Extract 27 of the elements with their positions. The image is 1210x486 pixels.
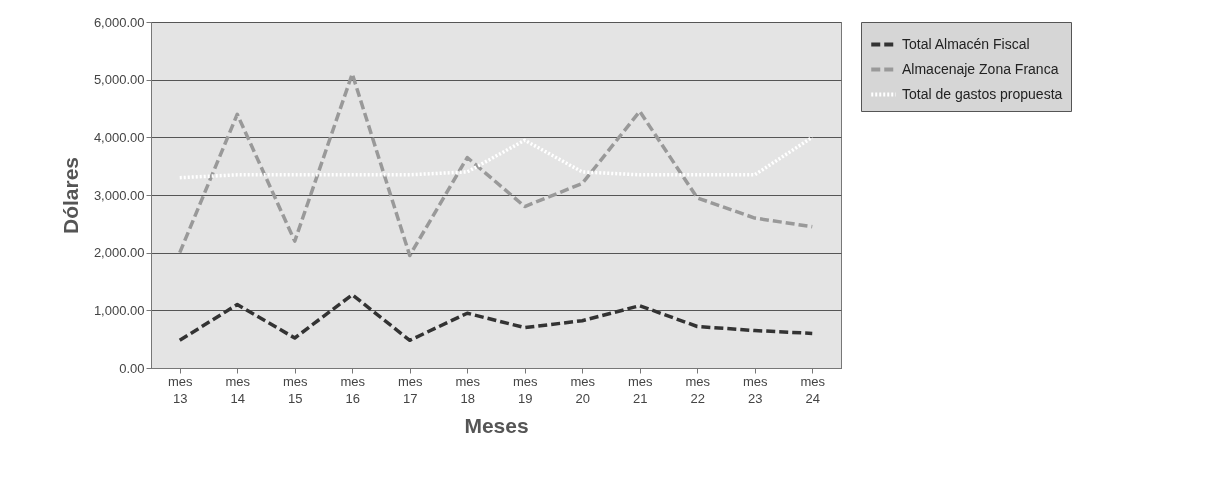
x-tick-label: mes 17: [397, 373, 424, 406]
line-series: [178, 72, 814, 258]
x-tick-label: mes 15: [282, 373, 309, 406]
legend-label: Total Almacén Fiscal: [902, 35, 1030, 52]
x-tick-label: mes 23: [742, 373, 769, 406]
x-tick-label: mes 18: [455, 373, 481, 406]
x-tick-label: mes 24: [800, 373, 826, 406]
line-series: [178, 293, 814, 343]
x-tick-label: mes 20: [570, 373, 596, 406]
y-tick-label: 3,000.00: [93, 187, 145, 203]
legend-label: Total de gastos propuesta: [902, 85, 1063, 102]
x-axis-title: Meses: [464, 413, 529, 437]
y-tick-label: 5,000.00: [93, 72, 145, 88]
x-tick-label: mes 19: [512, 373, 539, 406]
y-tick-label: 6,000.00: [93, 14, 145, 30]
y-tick-label: 2,000.00: [93, 245, 145, 261]
line-series: [178, 135, 814, 180]
x-tick-label: mes 16: [340, 373, 366, 406]
x-tick-label: mes 14: [225, 373, 251, 406]
x-tick-label: mes 22: [685, 373, 711, 406]
legend-label: Almacenaje Zona Franca: [902, 60, 1059, 77]
x-tick-label: mes 21: [627, 373, 654, 406]
y-tick-label: 1,000.00: [93, 302, 145, 318]
y-tick-label: 4,000.00: [93, 129, 145, 145]
y-axis-title: Dólares: [58, 156, 82, 235]
x-tick-label: mes 13: [167, 373, 194, 406]
y-tick-label: 0.00: [119, 360, 145, 376]
